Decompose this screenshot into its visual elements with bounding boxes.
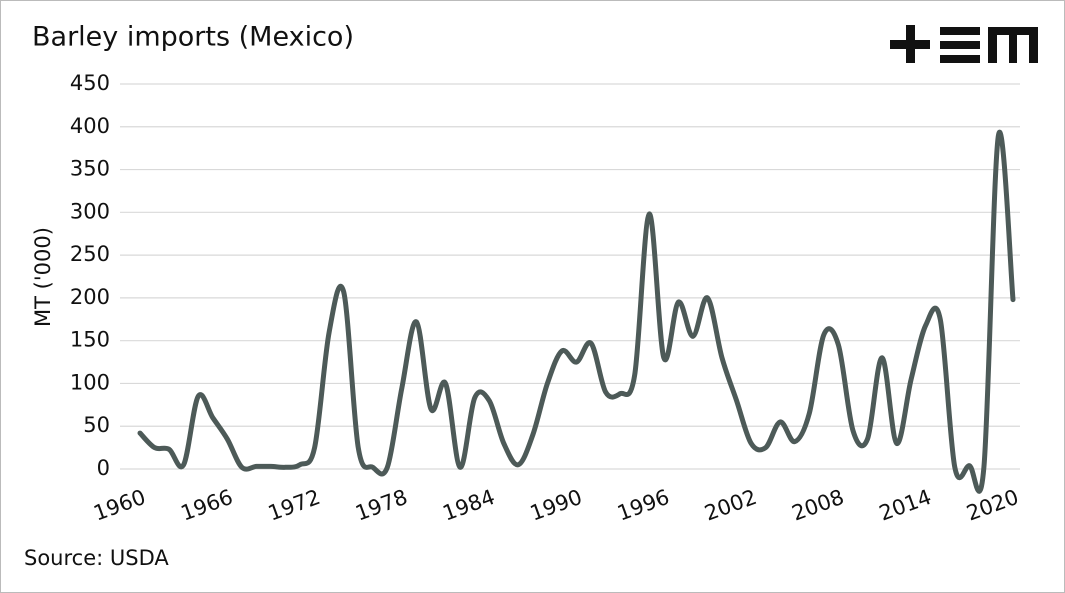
y-tick-label: 300 [70,199,110,223]
y-tick-label: 250 [70,242,110,266]
y-tick-label: 150 [70,328,110,352]
y-tick-label: 0 [97,456,110,480]
y-tick-label: 200 [70,285,110,309]
source: Source: USDA [24,546,169,570]
chart-title: Barley imports (Mexico) [32,22,354,53]
y-tick-label: 450 [70,71,110,95]
logo [890,25,1038,63]
y-axis-label: MT ('000) [31,227,55,327]
line [137,129,1016,494]
y-tick-label: 50 [83,413,110,437]
y-tick-label: 350 [70,157,110,181]
y-tick-label: 100 [70,370,110,394]
y-tick-label: 400 [70,114,110,138]
